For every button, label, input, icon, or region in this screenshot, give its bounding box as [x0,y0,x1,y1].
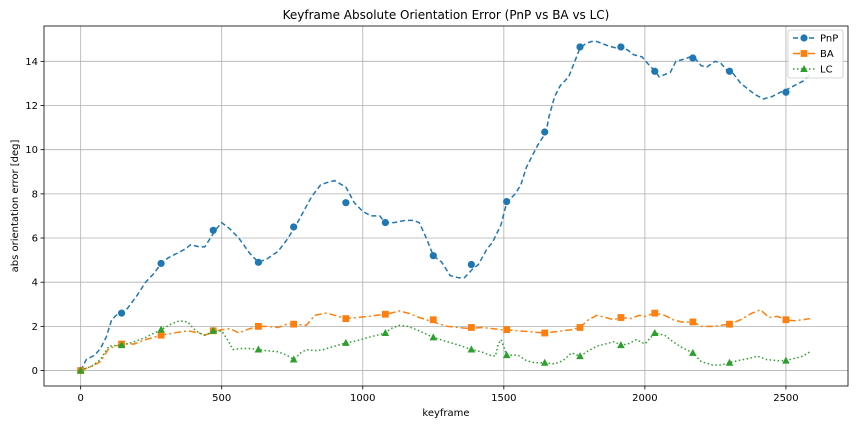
y-tick-label: 6 [32,234,38,245]
data-point-pnp [651,67,659,75]
data-point-pnp [689,54,697,62]
data-point-lc [429,333,438,341]
series-pnp [77,40,811,375]
series-layer [76,40,811,375]
data-point-lc [650,328,659,336]
data-point-ba [576,324,584,331]
x-tick-label: 2500 [773,393,798,404]
series-lc [76,320,811,374]
data-point-lc [540,358,549,366]
legend-marker-lc [800,65,808,72]
data-point-ba [290,320,298,328]
data-point-lc [209,326,218,334]
data-point-pnp [157,259,165,268]
data-point-pnp [117,309,126,317]
data-point-lc [157,325,165,333]
data-point-pnp [541,128,549,136]
x-tick-label: 2000 [632,393,657,404]
y-tick-label: 12 [25,101,38,112]
data-point-ba [342,315,350,323]
x-axis-label: keyframe [422,408,469,419]
legend-label-pnp: PnP [820,34,838,45]
data-point-lc [576,352,584,360]
x-axis-ticks: 0 500 1000 1500 2000 2500 [77,386,799,404]
data-point-pnp [342,199,350,207]
data-point-pnp [429,252,437,260]
y-tick-label: 10 [25,145,38,156]
data-point-pnp [782,88,790,96]
y-tick-label: 14 [25,57,38,68]
legend-marker-ba [800,50,808,57]
data-point-pnp [503,197,511,206]
legend-box [787,29,844,79]
y-tick-label: 4 [32,278,38,289]
data-point-lc [289,355,298,363]
chart-title: Keyframe Absolute Orientation Error (PnP… [283,8,610,22]
data-point-ba [651,309,659,317]
grid [44,26,848,386]
series-line-ba [80,308,811,372]
axes-frame [43,25,849,387]
data-point-lc [381,328,390,336]
legend: PnP BA LC [787,29,844,79]
data-point-pnp [576,43,584,51]
data-point-lc [502,351,511,359]
data-point-ba [782,316,790,324]
y-axis-label: abs orientation error [deg] [10,140,21,273]
data-point-ba [467,324,475,331]
data-point-lc [617,341,625,349]
data-point-lc [342,338,350,346]
y-axis-ticks: 0 2 4 6 8 10 12 14 [25,57,44,377]
x-tick-label: 500 [212,393,231,404]
legend-marker-pnp [800,34,808,42]
data-point-lc [689,348,697,356]
x-tick-label: 1500 [491,393,516,404]
data-point-pnp [254,258,262,266]
data-point-ba [157,331,165,339]
data-point-ba [255,322,262,330]
data-point-ba [617,314,625,321]
data-point-ba [689,318,697,326]
data-point-pnp [617,43,625,51]
data-point-ba [541,329,549,337]
x-tick-label: 0 [77,393,83,404]
y-tick-label: 0 [32,366,38,377]
data-point-pnp [467,260,475,269]
legend-label-lc: LC [820,65,833,76]
data-point-pnp [290,223,298,231]
data-point-ba [503,326,511,334]
data-point-pnp [209,226,217,234]
data-point-pnp [381,218,389,227]
legend-label-ba: BA [820,49,834,60]
data-point-lc [76,366,85,374]
data-point-lc [782,356,790,364]
y-tick-label: 8 [32,189,38,200]
data-point-lc [254,345,263,353]
y-tick-label: 2 [32,322,38,333]
data-point-ba [726,320,733,328]
data-point-ba [381,310,389,318]
data-point-lc [117,341,126,349]
series-line-lc [80,320,811,372]
data-point-lc [725,358,734,366]
data-point-pnp [725,67,734,75]
x-tick-label: 1000 [350,393,375,404]
data-point-ba [429,316,437,324]
data-point-lc [467,345,476,353]
